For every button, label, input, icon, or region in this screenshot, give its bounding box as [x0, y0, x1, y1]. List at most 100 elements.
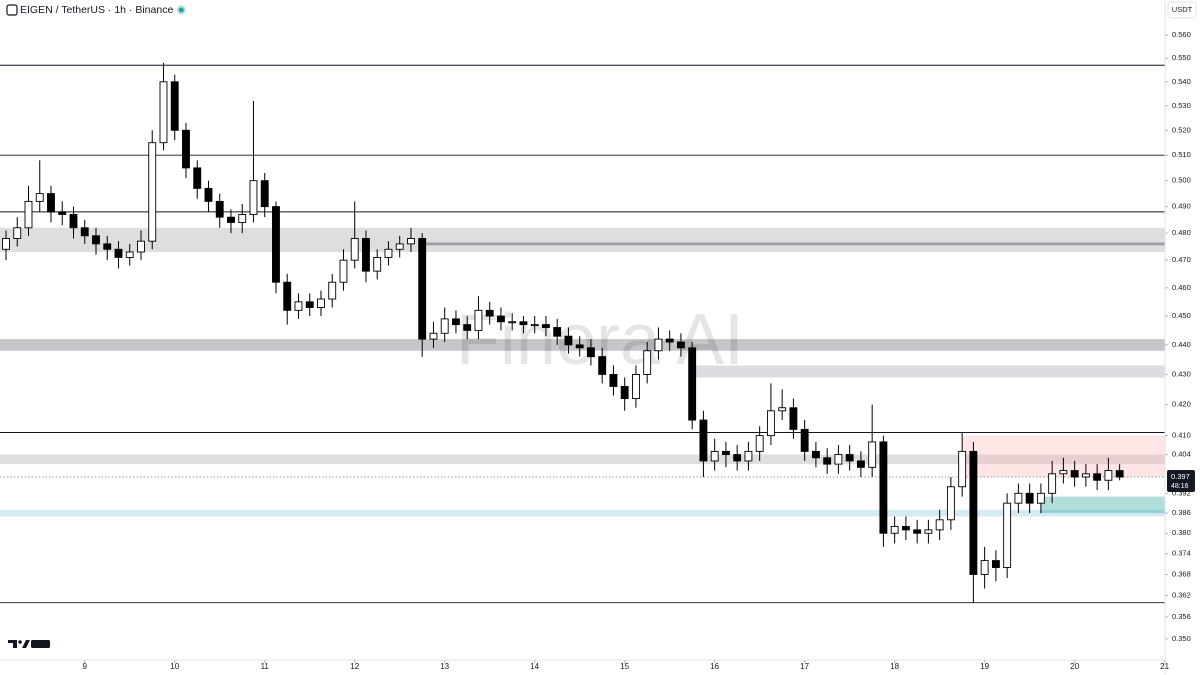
currency-box[interactable]: [1167, 1, 1197, 19]
candle-body: [800, 428, 809, 452]
candle-body: [845, 454, 854, 462]
candle-body: [631, 373, 640, 400]
candle-body: [125, 251, 134, 258]
candle-body: [1059, 470, 1068, 475]
header: EIGEN / TetherUS · 1h · Binance: [6, 4, 186, 16]
candle-body: [721, 450, 730, 456]
last-price-box: [1167, 470, 1195, 493]
candle-body: [440, 318, 449, 334]
candle-body: [823, 457, 832, 465]
candle-body: [418, 238, 427, 340]
candle-body: [362, 238, 370, 272]
y-tick-label: 0.404: [1172, 450, 1191, 459]
candle-body: [586, 347, 595, 358]
candle-body: [384, 248, 393, 258]
candle-body: [317, 298, 325, 308]
y-tick-label: 0.380: [1172, 528, 1191, 537]
x-tick-label: 14: [530, 662, 539, 671]
candle-body: [137, 240, 145, 253]
candle-body: [429, 332, 438, 340]
candle-body: [924, 529, 933, 534]
candle-body: [339, 259, 348, 283]
y-tick-label: 0.470: [1172, 255, 1191, 264]
y-tick-label: 0.440: [1172, 340, 1191, 349]
candle-body: [474, 309, 483, 331]
candle-body: [58, 211, 67, 215]
symbol-icon: [6, 4, 18, 16]
last-price-label: 0.397: [1171, 472, 1190, 481]
candle-body: [328, 281, 337, 300]
candle-body: [991, 560, 1000, 568]
candle-body: [890, 526, 899, 534]
zone: [418, 242, 1165, 246]
candle-body: [485, 309, 494, 317]
candle-body: [193, 167, 202, 189]
candle-body: [13, 227, 22, 239]
candle-body: [789, 407, 798, 430]
candle-body: [249, 180, 258, 215]
candle-body: [958, 450, 967, 488]
y-tick-label: 0.450: [1172, 311, 1191, 320]
candle-body: [272, 206, 280, 283]
candle-body: [170, 81, 179, 131]
candle-body: [35, 193, 44, 202]
x-tick-label: 20: [1070, 662, 1079, 671]
x-tick-label: 15: [620, 662, 629, 671]
y-tick-label: 0.374: [1172, 549, 1191, 558]
price-axis: 0.560 0.550 0.540 0.530 0.520 0.510 0.500 0.490…: [1165, 30, 1191, 643]
candle-body: [834, 454, 843, 465]
candle-body: [1048, 473, 1057, 494]
candle-body: [395, 243, 404, 250]
y-tick-label: 0.490: [1172, 202, 1191, 211]
zone: [0, 509, 1165, 517]
candle-body: [856, 460, 865, 468]
candle-body: [778, 407, 787, 412]
candle-body: [80, 227, 89, 237]
candle-body: [935, 519, 944, 531]
zone: [1040, 496, 1165, 514]
y-tick-label: 0.530: [1172, 101, 1191, 110]
x-tick-label: 11: [261, 662, 270, 671]
y-tick-label: 0.510: [1172, 150, 1191, 159]
candle-body: [699, 419, 708, 462]
candle-body: [305, 301, 314, 308]
candle-body: [811, 450, 820, 459]
zone: [0, 227, 1165, 252]
candle-body: [2, 238, 10, 250]
candle-body: [159, 81, 168, 144]
candle-body: [609, 373, 618, 387]
x-tick-label: 12: [350, 662, 359, 671]
x-tick-label: 16: [710, 662, 719, 671]
candle-body: [733, 454, 742, 462]
candle-body: [204, 187, 213, 202]
candle-body: [1003, 502, 1012, 568]
y-tick-label: 0.520: [1172, 125, 1191, 134]
tv-logo: [8, 640, 50, 648]
candle-body: [766, 410, 775, 437]
currency-label[interactable]: USDT: [1172, 5, 1193, 14]
y-tick-label: 0.560: [1172, 30, 1191, 39]
candle-body: [69, 214, 78, 229]
candle-body: [497, 315, 505, 323]
candle-body: [1025, 492, 1034, 504]
candle-body: [294, 301, 303, 311]
candle-body: [530, 324, 539, 327]
candle-body: [508, 321, 517, 324]
candle-body: [47, 193, 55, 213]
candle-body: [260, 180, 269, 208]
candle-body: [1093, 473, 1102, 481]
x-tick-label: 21: [1160, 662, 1169, 671]
candle-body: [946, 486, 955, 521]
candle-body: [710, 450, 719, 462]
candle-body: [1104, 470, 1113, 481]
candle-body: [542, 324, 550, 328]
candle-body: [92, 235, 100, 245]
candle-body: [643, 350, 652, 375]
y-tick-label: 0.350: [1172, 634, 1191, 643]
candle-body: [969, 450, 978, 575]
y-tick-label: 0.420: [1172, 400, 1191, 409]
candle-body: [407, 238, 415, 245]
y-tick-label: 0.480: [1172, 228, 1191, 237]
price-tag: 0.397 48:16: [1167, 470, 1195, 493]
